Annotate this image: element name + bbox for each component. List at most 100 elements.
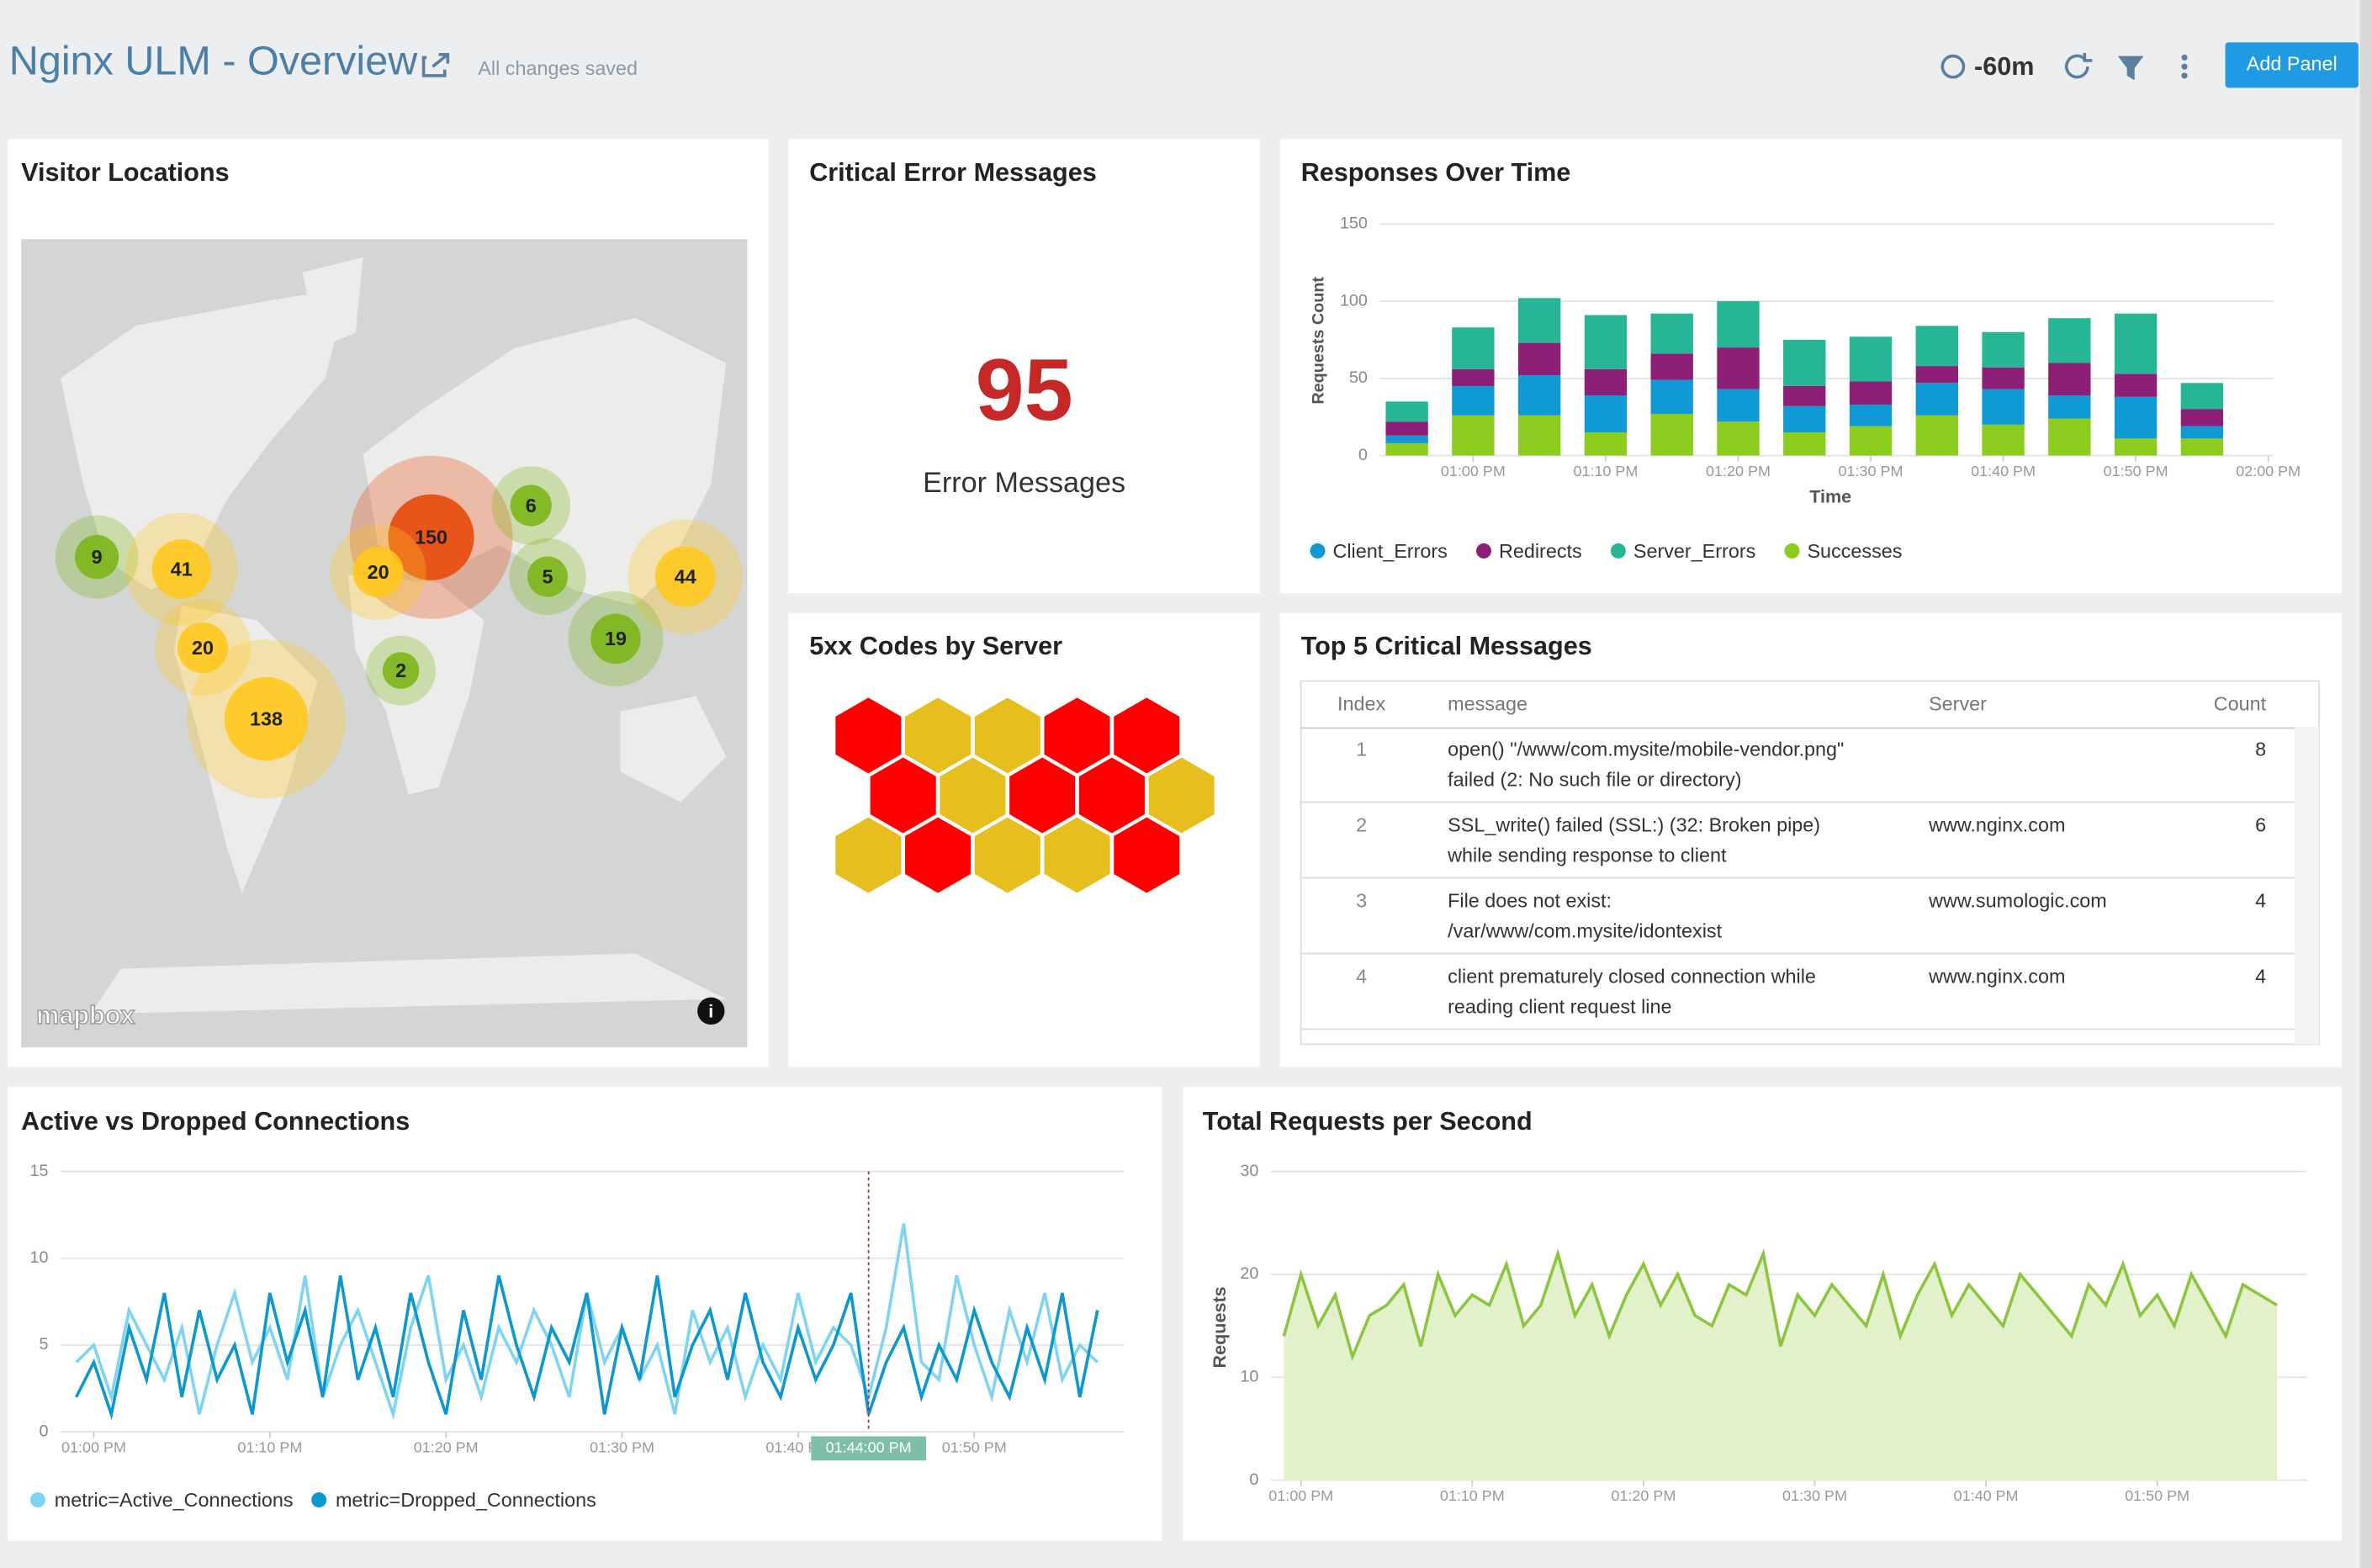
bar-segment[interactable] xyxy=(2048,395,2091,419)
bar-segment[interactable] xyxy=(1717,421,1760,456)
bar-segment[interactable] xyxy=(2114,313,2158,374)
bar-segment[interactable] xyxy=(1849,336,1893,382)
legend-label[interactable]: Server_Errors xyxy=(1633,540,1755,562)
bar-segment[interactable] xyxy=(1517,415,1561,456)
time-range[interactable]: -60m xyxy=(1974,52,2034,81)
server-hex[interactable] xyxy=(835,817,902,893)
bar-segment[interactable] xyxy=(1517,375,1561,416)
add-panel-label[interactable]: Add Panel xyxy=(2247,53,2338,75)
cluster[interactable] xyxy=(382,652,420,689)
server-hex[interactable] xyxy=(1114,817,1180,893)
server-hex[interactable] xyxy=(974,817,1040,893)
bar-segment[interactable] xyxy=(1452,415,1495,456)
bar-segment[interactable] xyxy=(1717,301,1760,348)
server-hex[interactable] xyxy=(835,697,902,774)
bar-segment[interactable] xyxy=(1915,366,1958,384)
legend-label[interactable]: metric=Dropped_Connections xyxy=(336,1489,596,1511)
bar-segment[interactable] xyxy=(1584,395,1628,433)
legend-swatch[interactable] xyxy=(29,1492,45,1508)
bar-segment[interactable] xyxy=(1915,415,1958,456)
server-hex[interactable] xyxy=(1078,757,1145,834)
cluster[interactable] xyxy=(177,622,229,674)
bar-segment[interactable] xyxy=(1783,432,1826,456)
cluster[interactable] xyxy=(151,539,212,599)
bar-segment[interactable] xyxy=(1982,389,2025,425)
legend-label[interactable]: Client_Errors xyxy=(1332,540,1447,562)
bar-segment[interactable] xyxy=(1650,414,1693,456)
cluster[interactable] xyxy=(352,547,404,598)
cluster[interactable] xyxy=(510,485,552,527)
add-panel-button[interactable] xyxy=(2225,42,2359,88)
legend-swatch[interactable] xyxy=(1310,543,1326,559)
server-hex[interactable] xyxy=(870,757,936,834)
cluster[interactable] xyxy=(654,546,716,607)
bar-segment[interactable] xyxy=(2048,318,2091,363)
bar-segment[interactable] xyxy=(2180,426,2224,439)
x-tick-label: 01:10 PM xyxy=(1440,1487,1505,1504)
server-hex[interactable] xyxy=(905,817,972,893)
bar-segment[interactable] xyxy=(2114,373,2158,397)
bar-segment[interactable] xyxy=(1385,435,1428,443)
bar-segment[interactable] xyxy=(1385,401,1428,422)
bar-segment[interactable] xyxy=(1650,313,1693,354)
cluster[interactable] xyxy=(590,613,641,665)
share-icon[interactable] xyxy=(421,52,450,77)
bar-segment[interactable] xyxy=(1385,442,1428,456)
bar-segment[interactable] xyxy=(1783,385,1826,406)
info-icon[interactable] xyxy=(697,997,725,1025)
bar-segment[interactable] xyxy=(1584,432,1628,456)
server-hex[interactable] xyxy=(1044,817,1110,893)
legend-swatch[interactable] xyxy=(1610,543,1626,559)
legend-swatch[interactable] xyxy=(1476,543,1492,559)
bar-segment[interactable] xyxy=(2048,363,2091,395)
bar-segment[interactable] xyxy=(1849,404,1893,426)
filter-icon[interactable] xyxy=(2117,56,2144,81)
menu-icon[interactable] xyxy=(2181,54,2188,79)
bar-segment[interactable] xyxy=(1717,347,1760,389)
bar-segment[interactable] xyxy=(1982,331,2025,368)
legend-swatch[interactable] xyxy=(311,1492,327,1508)
bar-segment[interactable] xyxy=(1849,426,1893,456)
cluster[interactable] xyxy=(527,556,569,597)
bar-segment[interactable] xyxy=(1584,368,1628,395)
legend-label[interactable]: metric=Active_Connections xyxy=(55,1489,294,1511)
clock-icon[interactable] xyxy=(1940,54,1966,79)
legend-label[interactable]: Successes xyxy=(1807,540,1902,562)
bar-segment[interactable] xyxy=(2180,409,2224,426)
bar-segment[interactable] xyxy=(1452,385,1495,416)
bar-segment[interactable] xyxy=(1982,367,2025,389)
bar-segment[interactable] xyxy=(2180,438,2224,456)
bar-segment[interactable] xyxy=(1517,342,1561,376)
server-hex[interactable] xyxy=(1114,697,1180,774)
bar-segment[interactable] xyxy=(1517,298,1561,343)
server-hex[interactable] xyxy=(1009,757,1076,834)
legend-swatch[interactable] xyxy=(1784,543,1800,559)
server-hex[interactable] xyxy=(940,757,1006,834)
cluster[interactable] xyxy=(388,494,474,580)
server-hex[interactable] xyxy=(905,697,972,774)
bar-segment[interactable] xyxy=(1452,368,1495,386)
bar-segment[interactable] xyxy=(1982,424,2025,456)
bar-segment[interactable] xyxy=(2180,383,2224,410)
bar-segment[interactable] xyxy=(1783,405,1826,433)
bar-segment[interactable] xyxy=(2048,418,2091,456)
server-hex[interactable] xyxy=(1044,697,1110,774)
bar-segment[interactable] xyxy=(1717,389,1760,422)
bar-segment[interactable] xyxy=(1915,383,1958,416)
bar-segment[interactable] xyxy=(1915,326,1958,367)
cluster[interactable] xyxy=(75,535,119,580)
bar-segment[interactable] xyxy=(1584,315,1628,369)
bar-segment[interactable] xyxy=(1650,353,1693,380)
refresh-icon[interactable] xyxy=(2064,52,2093,79)
server-hex[interactable] xyxy=(974,697,1040,774)
bar-segment[interactable] xyxy=(1650,379,1693,415)
bar-segment[interactable] xyxy=(1385,421,1428,436)
legend-label[interactable]: Redirects xyxy=(1499,540,1582,562)
bar-segment[interactable] xyxy=(1452,327,1495,369)
cluster[interactable] xyxy=(224,676,309,761)
bar-segment[interactable] xyxy=(1783,339,1826,386)
server-hex[interactable] xyxy=(1148,757,1215,834)
bar-segment[interactable] xyxy=(1849,381,1893,405)
bar-segment[interactable] xyxy=(2114,438,2158,456)
bar-segment[interactable] xyxy=(2114,396,2158,439)
